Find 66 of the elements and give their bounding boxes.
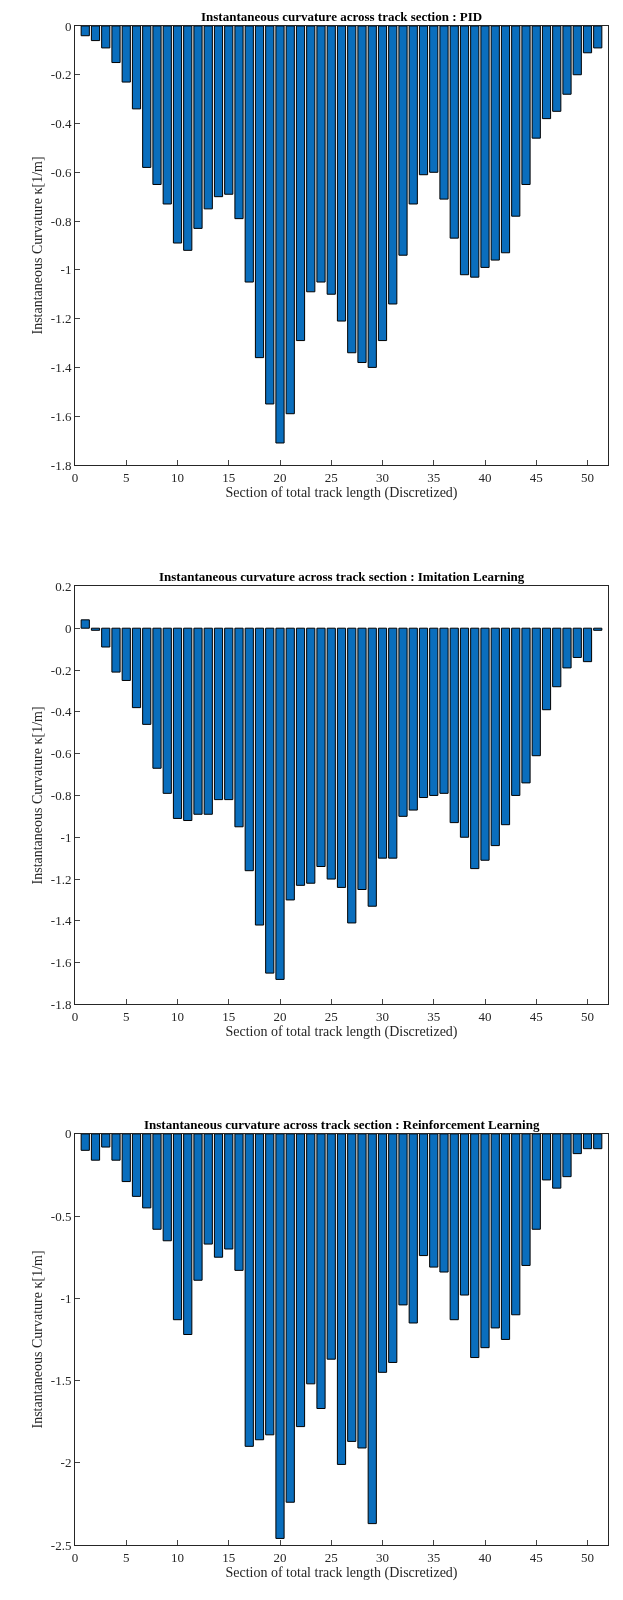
y-axis-title: Instantaneous Curvature κ[1/m]: [30, 1250, 46, 1429]
y-tick-label: -1.2: [50, 311, 72, 327]
y-tick-label: -1.8: [50, 997, 72, 1013]
x-tick-label: 15: [222, 1549, 236, 1565]
y-tick-label: -1: [60, 262, 72, 278]
x-axis-title: Section of total track length (Discretized): [225, 1564, 458, 1581]
y-tick-label: -0.2: [50, 662, 72, 678]
y-tick-label: -1.2: [50, 871, 72, 887]
x-tick-label: 35: [427, 469, 441, 485]
y-tick-label: -1: [60, 1290, 72, 1306]
y-tick-label: -2.5: [50, 1537, 72, 1553]
x-tick-label: 30: [376, 469, 389, 485]
y-tick-label: 0: [64, 1126, 72, 1142]
chart-title: Instantaneous curvature across track section : Reinforcement Learning: [144, 1117, 540, 1132]
x-tick-label: 5: [123, 469, 130, 485]
y-tick-label: -2: [60, 1455, 72, 1471]
x-tick-label: 35: [427, 1549, 441, 1565]
y-tick-label: 0: [64, 18, 72, 34]
x-tick-label: 10: [171, 469, 184, 485]
x-tick-label: 40: [478, 1549, 492, 1565]
y-tick-label: -0.5: [50, 1208, 72, 1224]
y-tick-label: -0.4: [50, 116, 72, 132]
x-tick-label: 20: [273, 469, 287, 485]
x-tick-label: 50: [581, 1009, 594, 1025]
y-axis-title: Instantaneous Curvature κ[1/m]: [30, 706, 46, 885]
x-tick-label: 5: [123, 1009, 130, 1025]
x-tick-label: 10: [171, 1009, 184, 1025]
y-tick-label: -0.6: [50, 746, 72, 762]
x-tick-label: 15: [222, 469, 236, 485]
x-tick-label: 50: [581, 1549, 594, 1565]
x-tick-label: 35: [427, 1009, 441, 1025]
x-tick-label: 40: [478, 1009, 492, 1025]
y-tick-label: -0.2: [50, 67, 72, 83]
x-tick-label: 45: [529, 1009, 543, 1025]
y-axis-title: Instantaneous Curvature κ[1/m]: [30, 156, 46, 335]
y-tick-label: -0.8: [50, 213, 72, 229]
x-tick-label: 25: [324, 1009, 338, 1025]
x-axis-title: Section of total track length (Discretized): [225, 484, 458, 501]
x-tick-label: 30: [376, 1549, 389, 1565]
y-tick-label: -1: [60, 829, 72, 845]
x-tick-label: 40: [478, 469, 492, 485]
x-tick-label: 45: [529, 1549, 543, 1565]
y-tick-label: 0: [64, 620, 72, 636]
y-tick-label: -0.4: [50, 704, 72, 720]
x-tick-label: 5: [123, 1549, 130, 1565]
y-tick-label: -1.4: [50, 913, 72, 929]
y-tick-label: -1.4: [50, 359, 72, 375]
x-tick-label: 45: [529, 469, 543, 485]
x-tick-label: 30: [376, 1009, 389, 1025]
y-tick-label: -1.6: [50, 408, 72, 424]
y-tick-label: -1.6: [50, 955, 72, 971]
x-axis-title: Section of total track length (Discretized): [225, 1024, 458, 1041]
y-tick-label: -0.8: [50, 787, 72, 803]
x-tick-label: 20: [273, 1009, 287, 1025]
chart-title: Instantaneous curvature across track section : PID: [201, 9, 483, 24]
y-tick-label: -1.8: [50, 457, 72, 473]
chart-title: Instantaneous curvature across track section : Imitation Learning: [159, 569, 525, 584]
x-tick-label: 15: [222, 1009, 236, 1025]
y-tick-label: 0.2: [55, 578, 72, 594]
x-tick-label: 50: [581, 469, 594, 485]
x-tick-label: 25: [324, 1549, 338, 1565]
x-tick-label: 25: [324, 469, 338, 485]
y-tick-label: -1.5: [50, 1373, 72, 1389]
x-tick-label: 10: [171, 1549, 184, 1565]
x-tick-label: 20: [273, 1549, 287, 1565]
y-tick-label: -0.6: [50, 164, 72, 180]
